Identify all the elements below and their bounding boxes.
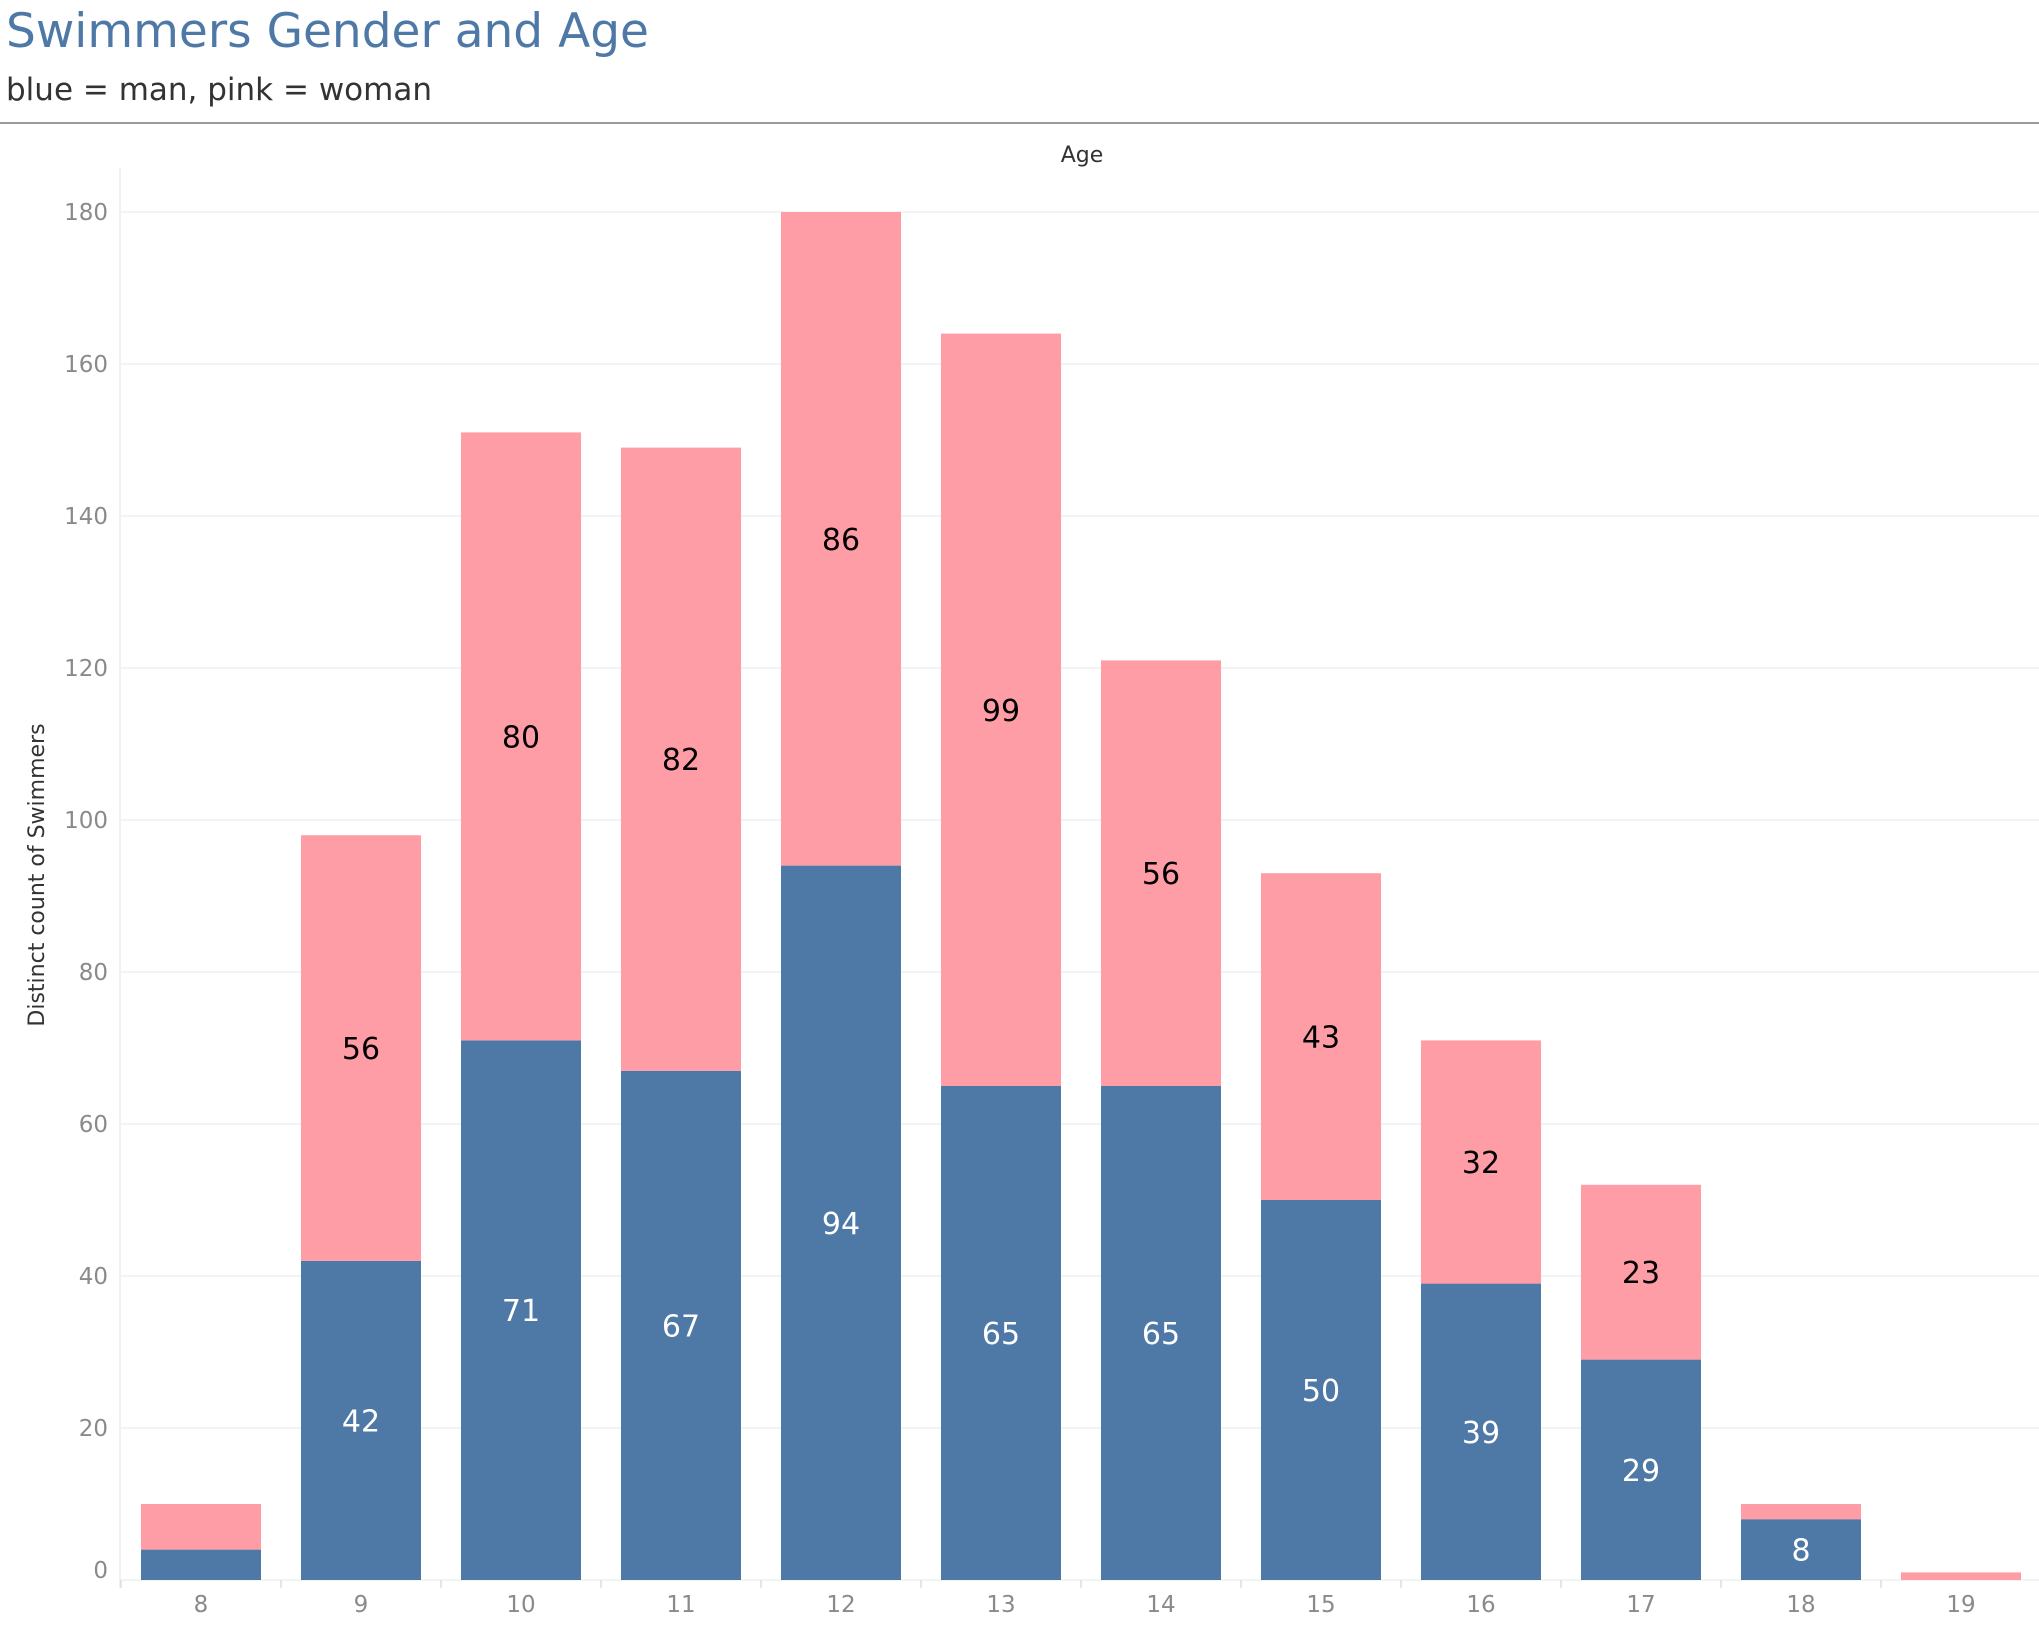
data-label-man: 65 (1142, 1317, 1180, 1352)
bar-woman[interactable] (1741, 1504, 1861, 1520)
bar-man[interactable] (781, 865, 901, 1580)
bar-man[interactable] (941, 1086, 1061, 1580)
bar-man[interactable] (461, 1040, 581, 1580)
bar-woman[interactable] (1581, 1184, 1701, 1360)
bar-woman[interactable] (141, 1504, 261, 1550)
bar-man[interactable] (1581, 1359, 1701, 1580)
bar-man[interactable] (141, 1549, 261, 1580)
bar-man[interactable] (621, 1070, 741, 1580)
chart-subtitle: blue = man, pink = woman (6, 72, 432, 108)
x-tick-label: 14 (1146, 1592, 1175, 1618)
bar-man[interactable] (1421, 1283, 1541, 1580)
y-axis-ticks: 0 20 40 60 80 100 120 140 160 180 (64, 200, 108, 1584)
y-axis-title: Distinct count of Swimmers (25, 723, 50, 1026)
data-label-woman: 43 (1302, 1021, 1340, 1056)
x-tick-label: 13 (986, 1592, 1015, 1618)
x-tick-label: 9 (354, 1592, 369, 1618)
y-tick-label: 60 (79, 1112, 108, 1138)
bar-woman[interactable] (1101, 660, 1221, 1086)
bar-woman[interactable] (1901, 1572, 2021, 1580)
y-tick-label: 0 (93, 1558, 108, 1584)
data-label-woman: 99 (982, 694, 1020, 729)
data-label-woman: 82 (662, 743, 700, 778)
bar-woman[interactable] (301, 835, 421, 1261)
y-tick-label: 180 (64, 200, 108, 226)
x-tick-label: 15 (1306, 1592, 1335, 1618)
bar-woman[interactable] (941, 333, 1061, 1087)
bar-man[interactable] (1741, 1519, 1861, 1580)
data-label-man: 94 (822, 1207, 860, 1242)
data-label-woman: 56 (342, 1032, 380, 1067)
x-tick-label: 19 (1946, 1592, 1975, 1618)
data-label-woman: 86 (822, 523, 860, 558)
x-tick-label: 10 (506, 1592, 535, 1618)
y-tick-label: 80 (79, 960, 108, 986)
data-label-man: 42 (342, 1404, 380, 1439)
bar-man[interactable] (1101, 1086, 1221, 1580)
title-divider (0, 122, 2039, 124)
data-label-woman: 32 (1462, 1146, 1500, 1181)
x-tick-label: 8 (194, 1592, 209, 1618)
bar-woman[interactable] (781, 212, 901, 866)
bar-woman[interactable] (1261, 873, 1381, 1200)
y-tick-label: 100 (64, 808, 108, 834)
data-label-man: 71 (502, 1294, 540, 1329)
x-tick-label: 12 (826, 1592, 855, 1618)
bar-man[interactable] (1261, 1200, 1381, 1580)
gridlines (119, 168, 2039, 1588)
x-axis-ticks: 8 9 10 11 12 13 14 15 16 17 18 19 (120, 1580, 1976, 1618)
y-tick-label: 160 (64, 352, 108, 378)
x-axis-title: Age (1061, 143, 1104, 168)
x-tick-label: 16 (1466, 1592, 1495, 1618)
y-tick-label: 40 (79, 1264, 108, 1290)
data-label-man: 67 (662, 1309, 700, 1344)
data-label-man: 8 (1791, 1534, 1810, 1569)
data-label-woman: 80 (502, 720, 540, 755)
y-tick-label: 120 (64, 656, 108, 682)
x-tick-label: 17 (1626, 1592, 1655, 1618)
data-label-man: 39 (1462, 1416, 1500, 1451)
y-tick-label: 140 (64, 504, 108, 530)
chart-title: Swimmers Gender and Age (6, 4, 649, 59)
data-labels: 42 56 71 80 67 82 94 86 65 99 65 56 50 43 39 32 29 23 8 (342, 523, 1811, 1569)
data-label-man: 65 (982, 1317, 1020, 1352)
bar-woman[interactable] (621, 447, 741, 1071)
x-tick-label: 11 (666, 1592, 695, 1618)
bars (141, 212, 2021, 1580)
x-tick-label: 18 (1786, 1592, 1815, 1618)
bar-woman[interactable] (461, 432, 581, 1041)
data-label-woman: 56 (1142, 857, 1180, 892)
data-label-woman: 23 (1622, 1256, 1660, 1291)
data-label-man: 50 (1302, 1374, 1340, 1409)
data-label-man: 29 (1622, 1454, 1660, 1489)
bar-woman[interactable] (1421, 1040, 1541, 1284)
y-tick-label: 20 (79, 1416, 108, 1442)
bar-man[interactable] (301, 1260, 421, 1580)
